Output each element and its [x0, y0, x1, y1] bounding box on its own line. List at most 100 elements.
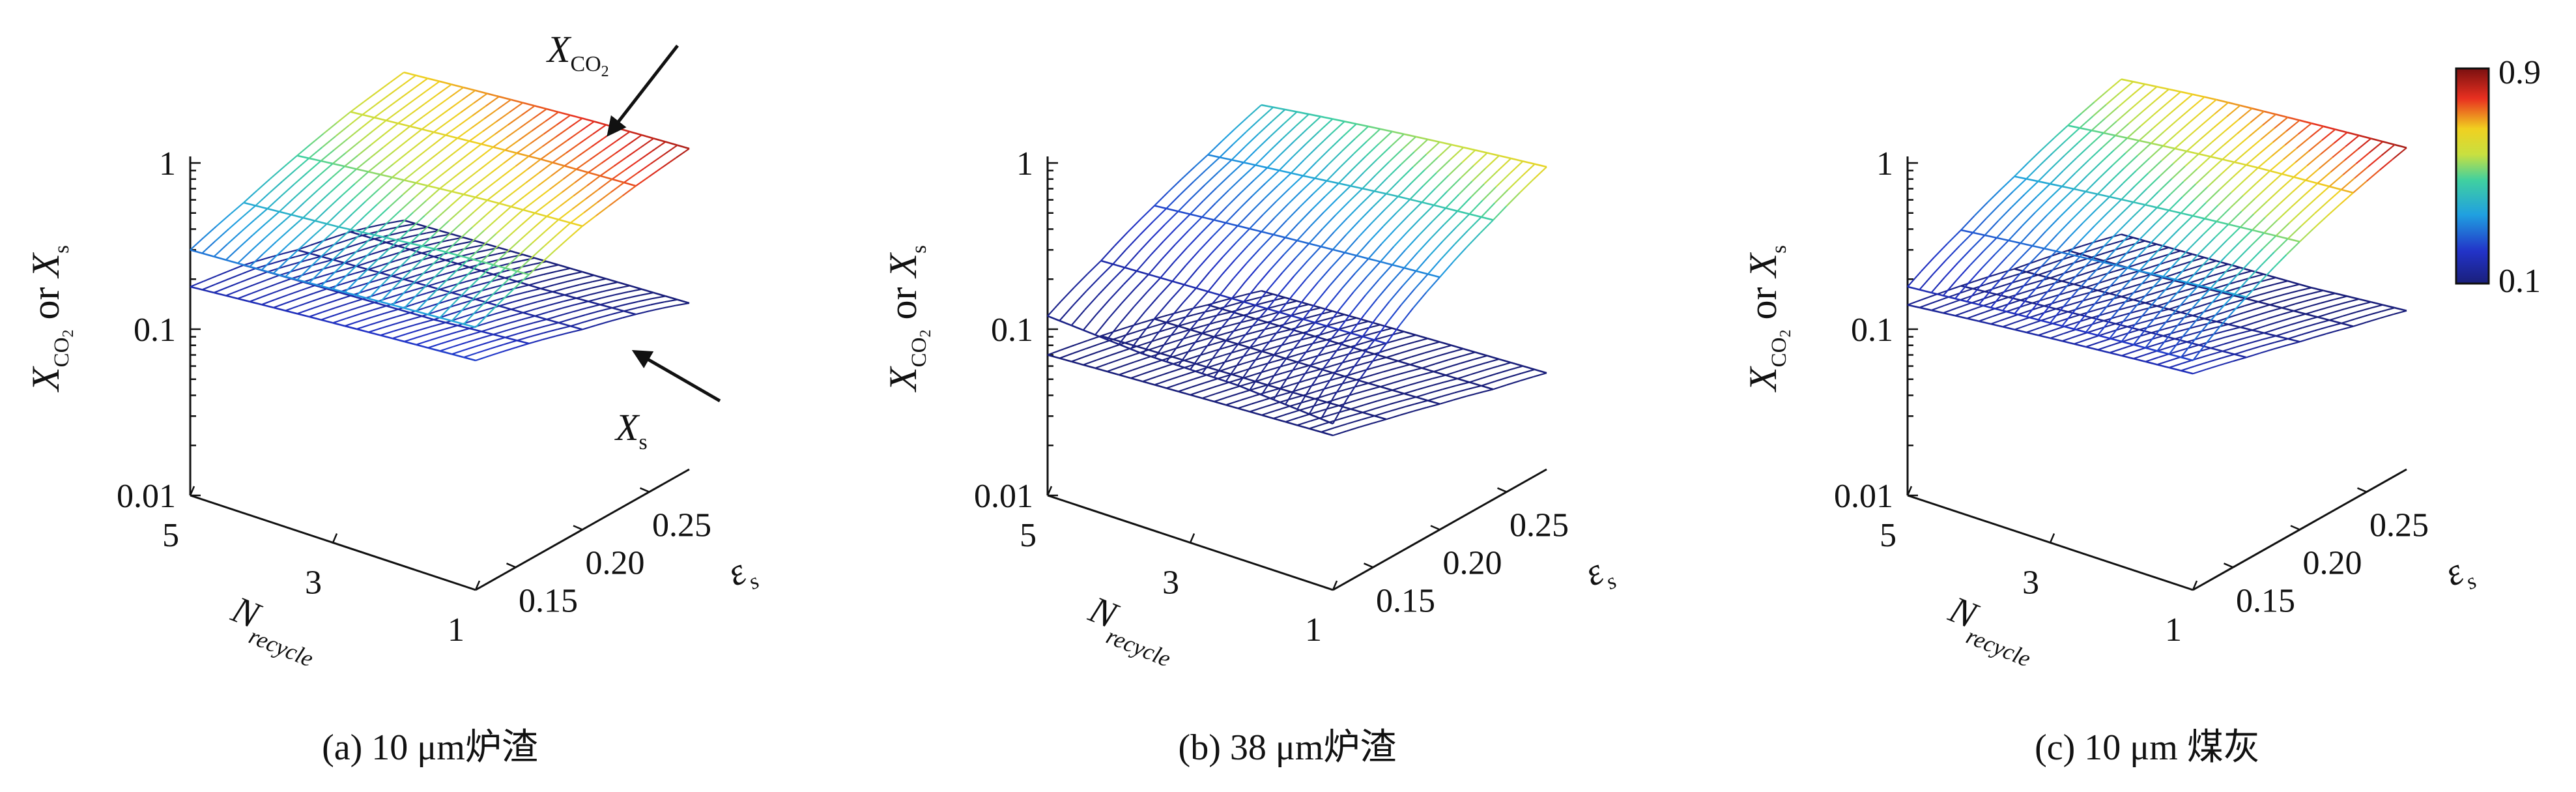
surface-mesh-line — [2267, 188, 2281, 202]
surface-mesh-line — [1124, 342, 1138, 347]
surface-mesh-line — [2259, 348, 2274, 354]
surface-mesh-line — [2125, 139, 2140, 154]
surface-mesh-line — [1291, 298, 1306, 317]
surface-mesh-line — [2394, 143, 2407, 149]
surface-mesh-line — [2366, 169, 2381, 182]
surface-mesh-line — [2228, 323, 2241, 329]
surface-mesh-line — [323, 235, 337, 242]
surface-mesh-line — [1210, 347, 1225, 353]
surface-mesh-line — [2202, 98, 2217, 111]
surface-mesh-line — [1263, 184, 1279, 199]
surface-mesh-line — [1279, 311, 1292, 317]
z-axis-label-text: XCO2 or Xs — [881, 245, 934, 392]
surface-mesh-line — [2341, 318, 2355, 324]
surface-mesh-line — [2237, 121, 2252, 134]
surface-mesh-line — [1979, 304, 1992, 309]
surface-mesh-line — [2162, 145, 2175, 150]
surface-mesh-line — [344, 291, 357, 297]
surface-mesh-line — [380, 330, 394, 336]
surface-mesh-line — [422, 245, 435, 250]
surface-mesh-line — [1943, 307, 1957, 314]
surface-mesh-line — [511, 304, 525, 310]
surface-mesh-line — [2094, 237, 2108, 243]
surface-mesh-line — [1521, 368, 1536, 374]
surface-mesh-line — [1437, 144, 1452, 158]
surface-mesh-line — [2189, 264, 2203, 270]
surface-mesh-line — [1414, 400, 1429, 405]
surface-mesh-line — [2130, 308, 2144, 314]
surface-mesh-line — [2113, 137, 2128, 151]
surface-mesh-line — [530, 246, 545, 259]
surface-mesh-line — [1283, 240, 1298, 256]
surface-mesh-line — [2296, 293, 2311, 299]
surface-mesh-line — [1427, 138, 1440, 143]
surface-mesh-line — [302, 216, 315, 222]
surface-mesh-line — [575, 301, 589, 306]
surface-mesh-line — [1206, 308, 1220, 313]
surface-mesh-line — [2080, 101, 2095, 115]
surface-mesh-line — [2160, 286, 2174, 293]
surface-mesh-line — [1231, 281, 1246, 299]
surface-mesh-line — [2186, 150, 2199, 155]
surface-mesh-line — [1259, 106, 1274, 120]
surface-mesh-line — [2122, 305, 2138, 323]
surface-mesh-line — [2210, 343, 2225, 349]
surface-mesh-line — [2040, 267, 2055, 283]
surface-mesh-line — [1954, 314, 1968, 319]
surface-mesh-line — [2192, 368, 2207, 375]
surface-mesh-line — [2085, 177, 2100, 192]
surface-mesh-line — [574, 171, 589, 183]
z-axis-label: XCO2 or Xs — [24, 245, 77, 392]
surface-mesh-line — [2110, 167, 2125, 182]
surface-mesh-line — [433, 121, 448, 133]
surface-mesh-line — [651, 141, 666, 152]
surface-mesh-line — [1302, 332, 1315, 338]
surface-mesh-line — [1445, 194, 1460, 209]
surface-mesh-line — [363, 203, 379, 218]
surface-mesh-line — [412, 90, 427, 102]
surface-mesh-line — [2256, 170, 2270, 184]
surface-mesh-line — [2054, 125, 2068, 139]
surface-mesh-line — [2160, 345, 2174, 351]
surface-mesh-line — [1298, 363, 1313, 383]
surface-mesh-line — [2045, 294, 2059, 300]
surface-mesh-line — [315, 284, 328, 290]
z-tick-label: 0.1 — [991, 312, 1033, 349]
surface-mesh-line — [1311, 196, 1326, 211]
surface-mesh-line — [1272, 293, 1285, 299]
y-tick — [506, 563, 516, 568]
surface-mesh-line — [1399, 166, 1414, 181]
surface-mesh-line — [1152, 208, 1167, 222]
surface-mesh-line — [2051, 154, 2066, 169]
surface-mesh-line — [1347, 357, 1362, 362]
surface-mesh-line — [2080, 314, 2093, 319]
surface-mesh-line — [409, 229, 424, 244]
surface-mesh-line — [479, 334, 494, 340]
surface-mesh-line — [2287, 225, 2302, 240]
surface-mesh-line — [1139, 221, 1154, 236]
surface-mesh-line — [1142, 335, 1157, 355]
surface-mesh-line — [2141, 222, 2156, 237]
surface-mesh-line — [1263, 402, 1277, 409]
surface-mesh-line — [2343, 304, 2358, 310]
panel-caption: (b) 38 μm炉渣 — [1179, 727, 1397, 768]
surface-mesh-line — [1273, 233, 1286, 239]
surface-mesh-line — [439, 80, 452, 85]
surface-mesh-line — [2131, 240, 2145, 246]
surface-mesh-line — [2263, 232, 2276, 237]
surface-mesh-line — [579, 134, 594, 145]
surface-mesh-line — [2107, 199, 2123, 213]
surface-mesh-line — [2259, 267, 2274, 284]
surface-mesh-line — [2282, 307, 2295, 312]
surface-mesh-line — [1300, 177, 1316, 192]
surface-mesh-line — [2156, 85, 2169, 91]
surface-mesh-line — [2158, 293, 2173, 300]
surface-mesh-line — [1445, 370, 1459, 376]
surface-mesh-line — [2287, 334, 2302, 340]
surface-mesh-line — [2089, 261, 2104, 277]
surface-mesh-line — [2304, 183, 2318, 196]
surface-mesh-line — [403, 179, 416, 184]
surface-mesh-line — [1213, 357, 1228, 378]
surface-mesh-line — [442, 151, 457, 163]
